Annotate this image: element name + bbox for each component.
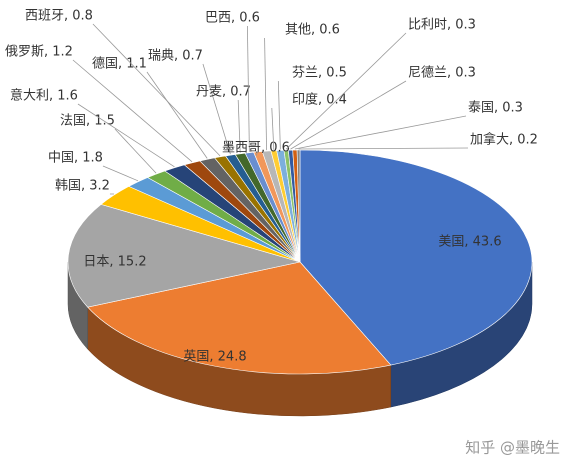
leader-line: [285, 32, 407, 150]
leader-line: [102, 165, 139, 182]
data-label: 瑞典, 0.7: [148, 49, 203, 64]
leader-line: [271, 107, 275, 150]
leader-line: [255, 150, 259, 157]
data-label: 加拿大, 0.2: [470, 132, 538, 148]
data-label: 墨西哥, 0.6: [222, 141, 290, 156]
data-label: 比利时, 0.3: [408, 18, 476, 33]
data-label: 法国, 1.5: [60, 114, 115, 129]
leader-line: [77, 103, 175, 168]
leader-line: [92, 23, 221, 157]
slice: [67, 204, 301, 308]
slice: [296, 149, 301, 263]
watermark: 知乎 @墨晚生: [465, 439, 560, 457]
data-label: 韩国, 3.2: [55, 179, 110, 194]
leader-line: [246, 25, 250, 152]
leader-line: [146, 71, 208, 159]
leader-line: [237, 99, 241, 153]
data-label: 日本, 15.2: [83, 255, 146, 270]
leader-line: [264, 37, 267, 151]
leader-line: [290, 80, 407, 150]
data-label: 丹麦, 0.7: [196, 85, 251, 100]
data-label: 德国, 1.1: [92, 57, 147, 72]
data-label: 印度, 0.4: [292, 92, 347, 108]
leader-line: [298, 147, 469, 150]
data-label: 西班牙, 0.8: [25, 9, 93, 24]
data-label: 中国, 1.8: [48, 151, 103, 166]
data-label: 芬兰, 0.5: [292, 66, 347, 81]
data-label: 尼德兰, 0.3: [408, 66, 476, 81]
data-label: 意大利, 1.6: [10, 88, 78, 104]
leader-line: [277, 80, 281, 150]
leader-line: [114, 128, 157, 174]
leader-line: [294, 115, 467, 150]
data-label: 英国, 24.8: [183, 350, 246, 365]
data-label: 泰国, 0.3: [468, 101, 523, 116]
data-label: 俄罗斯, 1.2: [5, 45, 73, 60]
leader-line: [72, 59, 193, 163]
data-label: 美国, 43.6: [438, 235, 501, 250]
slice: [299, 149, 533, 366]
data-label: 其他, 0.6: [285, 23, 340, 38]
leader-line: [202, 63, 231, 155]
slice: [87, 261, 392, 375]
data-label: 巴西, 0.6: [205, 11, 260, 26]
